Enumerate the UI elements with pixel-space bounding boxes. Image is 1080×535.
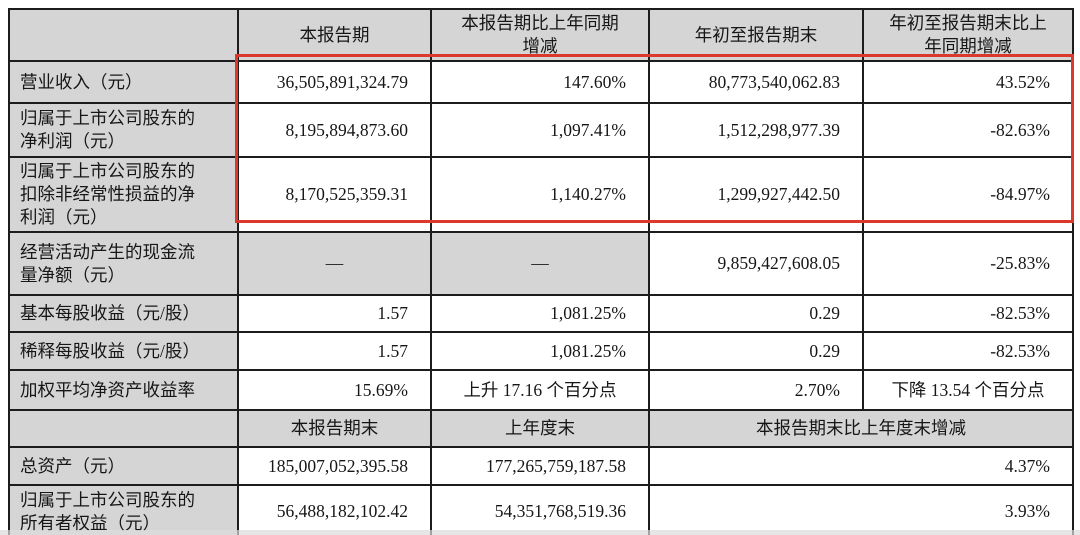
cell-roe-ytd-yoy: 下降 13.54 个百分点	[862, 369, 1074, 412]
cell-net-profit-ytd-yoy: -82.63%	[862, 102, 1074, 159]
cell-basic-eps-ytd: 0.29	[648, 294, 864, 334]
cell-basic-eps-ytd-yoy: -82.53%	[862, 294, 1074, 334]
cell-roe-ytd: 2.70%	[648, 369, 864, 412]
header-cell-ytd-yoy-change: 年初至报告期末比上 年同期增减	[862, 7, 1074, 63]
cell-basic-eps-current: 1.57	[237, 294, 432, 334]
row-label-net-profit: 归属于上市公司股东的 净利润（元）	[8, 102, 239, 159]
cell-basic-eps-yoy: 1,081.25%	[430, 294, 650, 334]
row-label-operating-cash-flow: 经营活动产生的现金流 量净额（元）	[8, 231, 239, 297]
header2-cell-period-end: 本报告期末	[237, 409, 432, 449]
cell-net-profit-yoy: 1,097.41%	[430, 102, 650, 159]
cell-revenue-current: 36,505,891,324.79	[237, 60, 432, 105]
row-weighted-roe: 加权平均净资产收益率 15.69% 上升 17.16 个百分点 2.70% 下降…	[8, 369, 1074, 412]
cell-cash-flow-yoy-dash: —	[430, 231, 650, 297]
header-cell-period-yoy-change: 本报告期比上年同期 增减	[430, 7, 650, 63]
cell-revenue-ytd-yoy: 43.52%	[862, 60, 1074, 105]
cell-nonrecurring-ytd-yoy: -84.97%	[862, 156, 1074, 234]
row-label-basic-eps: 基本每股收益（元/股）	[8, 294, 239, 334]
cell-revenue-ytd: 80,773,540,062.83	[648, 60, 864, 105]
header-cell-current-period: 本报告期	[237, 7, 432, 63]
table-header-row-period-end: 本报告期末 上年度末 本报告期末比上年度末增减	[8, 409, 1074, 449]
row-label-total-assets: 总资产（元）	[8, 446, 239, 487]
header-cell-ytd: 年初至报告期末	[648, 7, 864, 63]
row-label-owners-equity: 归属于上市公司股东的 所有者权益（元）	[8, 484, 239, 535]
row-total-assets: 总资产（元） 185,007,052,395.58 177,265,759,18…	[8, 446, 1074, 487]
cell-diluted-eps-yoy: 1,081.25%	[430, 331, 650, 372]
header-cell-blank	[8, 7, 239, 63]
cell-nonrecurring-yoy: 1,140.27%	[430, 156, 650, 234]
bottom-edge-divider	[0, 530, 1080, 535]
cell-total-assets-change: 4.37%	[648, 446, 1074, 487]
cell-cash-flow-current-dash: —	[237, 231, 432, 297]
cell-nonrecurring-ytd: 1,299,927,442.50	[648, 156, 864, 234]
row-diluted-eps: 稀释每股收益（元/股） 1.57 1,081.25% 0.29 -82.53%	[8, 331, 1074, 372]
row-basic-eps: 基本每股收益（元/股） 1.57 1,081.25% 0.29 -82.53%	[8, 294, 1074, 334]
cell-owners-equity-change: 3.93%	[648, 484, 1074, 535]
row-label-net-profit-excl-nonrecurring: 归属于上市公司股东的 扣除非经常性损益的净 利润（元）	[8, 156, 239, 234]
cell-nonrecurring-current: 8,170,525,359.31	[237, 156, 432, 234]
cell-net-profit-ytd: 1,512,298,977.39	[648, 102, 864, 159]
table-header-row-period: 本报告期 本报告期比上年同期 增减 年初至报告期末 年初至报告期末比上 年同期增…	[8, 7, 1074, 63]
cell-roe-yoy: 上升 17.16 个百分点	[430, 369, 650, 412]
cell-total-assets-prior-year-end: 177,265,759,187.58	[430, 446, 650, 487]
cell-total-assets-period-end: 185,007,052,395.58	[237, 446, 432, 487]
row-owners-equity: 归属于上市公司股东的 所有者权益（元） 56,488,182,102.42 54…	[8, 484, 1074, 535]
header2-cell-blank	[8, 409, 239, 449]
row-label-diluted-eps: 稀释每股收益（元/股）	[8, 331, 239, 372]
cell-net-profit-current: 8,195,894,873.60	[237, 102, 432, 159]
cell-diluted-eps-ytd: 0.29	[648, 331, 864, 372]
row-label-operating-revenue: 营业收入（元）	[8, 60, 239, 105]
cell-cash-flow-ytd-yoy: -25.83%	[862, 231, 1074, 297]
cell-roe-current: 15.69%	[237, 369, 432, 412]
cell-owners-equity-prior-year-end: 54,351,768,519.36	[430, 484, 650, 535]
row-operating-revenue: 营业收入（元） 36,505,891,324.79 147.60% 80,773…	[8, 60, 1074, 105]
header2-cell-change-vs-prior-year-end: 本报告期末比上年度末增减	[648, 409, 1074, 449]
row-net-profit-excl-nonrecurring: 归属于上市公司股东的 扣除非经常性损益的净 利润（元） 8,170,525,35…	[8, 156, 1074, 234]
cell-cash-flow-ytd: 9,859,427,608.05	[648, 231, 864, 297]
cell-revenue-yoy: 147.60%	[430, 60, 650, 105]
row-operating-cash-flow: 经营活动产生的现金流 量净额（元） — — 9,859,427,608.05 -…	[8, 231, 1074, 297]
header2-cell-prior-year-end: 上年度末	[430, 409, 650, 449]
cell-diluted-eps-current: 1.57	[237, 331, 432, 372]
cell-owners-equity-period-end: 56,488,182,102.42	[237, 484, 432, 535]
row-label-weighted-roe: 加权平均净资产收益率	[8, 369, 239, 412]
financial-indicators-table: 本报告期 本报告期比上年同期 增减 年初至报告期末 年初至报告期末比上 年同期增…	[8, 7, 1074, 535]
row-net-profit: 归属于上市公司股东的 净利润（元） 8,195,894,873.60 1,097…	[8, 102, 1074, 159]
cell-diluted-eps-ytd-yoy: -82.53%	[862, 331, 1074, 372]
